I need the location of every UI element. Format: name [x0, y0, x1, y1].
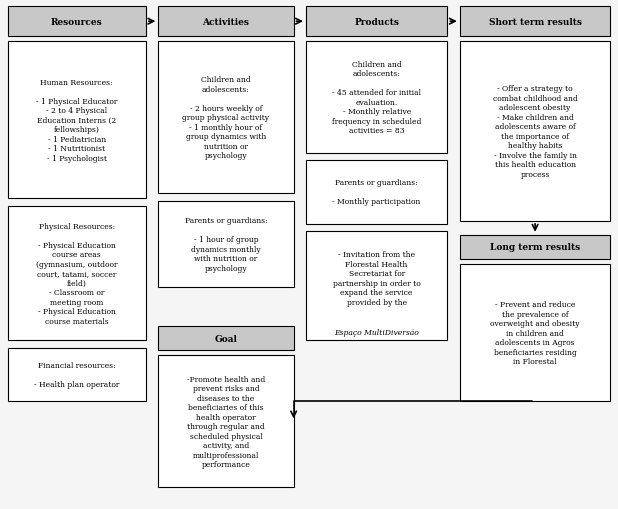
- Text: Long term results: Long term results: [490, 243, 580, 252]
- Bar: [158, 42, 294, 194]
- Bar: [460, 235, 611, 260]
- Text: Physical Resources:

- Physical Education
course areas
(gymnasium, outdoor
court: Physical Resources: - Physical Education…: [36, 222, 117, 325]
- Bar: [158, 202, 294, 288]
- Text: Human Resources:

- 1 Physical Educator
- 2 to 4 Physical
Education Interns (2
f: Human Resources: - 1 Physical Educator -…: [36, 78, 117, 162]
- Bar: [306, 161, 447, 224]
- Text: - Invitation from the
Florestal Health
Secretariat for
partnership in order to
e: - Invitation from the Florestal Health S…: [333, 250, 421, 306]
- Bar: [7, 207, 146, 341]
- Text: Products: Products: [354, 18, 399, 26]
- Bar: [306, 42, 447, 153]
- Bar: [158, 326, 294, 351]
- Text: Financial resources:

- Health plan operator: Financial resources: - Health plan opera…: [34, 361, 119, 388]
- Bar: [306, 8, 447, 37]
- Text: Parents or guardians:

- 1 hour of group
dynamics monthly
with nutrition or
psyc: Parents or guardians: - 1 hour of group …: [185, 217, 268, 272]
- Text: - Offer a strategy to
combat childhood and
adolescent obesity
- Make children an: - Offer a strategy to combat childhood a…: [493, 85, 578, 178]
- Bar: [306, 232, 447, 341]
- Bar: [7, 42, 146, 199]
- Bar: [158, 8, 294, 37]
- Text: Short term results: Short term results: [489, 18, 582, 26]
- Text: Children and
adolescents:

- 2 hours weekly of
group physical activity
- 1 month: Children and adolescents: - 2 hours week…: [182, 76, 269, 160]
- Bar: [460, 265, 611, 401]
- Bar: [460, 42, 611, 221]
- Text: Goal: Goal: [214, 334, 237, 343]
- Text: Espaço MultiDiversão: Espaço MultiDiversão: [334, 328, 419, 336]
- Text: - Prevent and reduce
the prevalence of
overweight and obesity
in children and
ad: - Prevent and reduce the prevalence of o…: [490, 300, 580, 365]
- Text: Children and
adolescents:

- 45 attended for initial
evaluation.
- Monthly relat: Children and adolescents: - 45 attended …: [332, 61, 421, 135]
- Bar: [7, 8, 146, 37]
- Bar: [7, 348, 146, 401]
- Bar: [460, 8, 611, 37]
- Text: Activities: Activities: [203, 18, 250, 26]
- Text: Resources: Resources: [51, 18, 103, 26]
- Bar: [158, 356, 294, 487]
- Text: -Promote health and
prevent risks and
diseases to the
beneficiaries of this
heal: -Promote health and prevent risks and di…: [187, 375, 265, 468]
- Text: Parents or guardians:

- Monthly participation: Parents or guardians: - Monthly particip…: [332, 179, 421, 206]
